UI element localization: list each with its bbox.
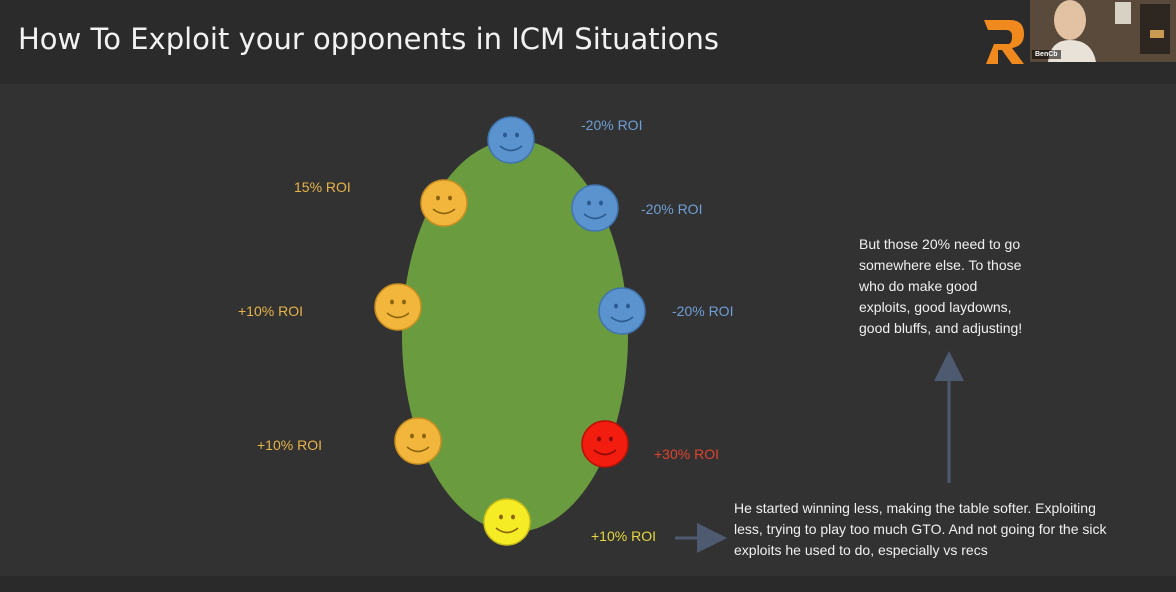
slide-header: How To Exploit your opponents in ICM Sit… (0, 0, 1176, 84)
red-smiley-face-icon (581, 420, 629, 468)
presenter-name-tag: BenCb (1032, 50, 1061, 59)
poker-table (402, 140, 628, 532)
blue-smiley-face-icon (487, 116, 535, 164)
blue-smiley-face-icon (571, 184, 619, 232)
slide-title: How To Exploit your opponents in ICM Sit… (18, 22, 719, 56)
brand-logo-icon (984, 20, 1024, 64)
top-right-note: But those 20% need to go somewhere else.… (859, 236, 1023, 336)
bottom-bar (0, 576, 1176, 592)
roi-label: -20% ROI (581, 117, 643, 133)
yellow-smiley-face-icon (483, 498, 531, 546)
roi-label: +10% ROI (591, 528, 656, 544)
roi-label: +30% ROI (654, 446, 719, 462)
presenter-video-icon (1030, 0, 1176, 62)
roi-label: +10% ROI (257, 437, 322, 453)
presenter-webcam: BenCb (1030, 0, 1176, 62)
roi-label: -20% ROI (641, 201, 703, 217)
roi-label: -20% ROI (672, 303, 734, 319)
roi-label: 15% ROI (294, 179, 351, 195)
bottom-note: He started winning less, making the tabl… (734, 500, 1107, 558)
roi-label: +10% ROI (238, 303, 303, 319)
blue-smiley-face-icon (598, 287, 646, 335)
orange-smiley-face-icon (394, 417, 442, 465)
orange-smiley-face-icon (374, 283, 422, 331)
orange-smiley-face-icon (420, 179, 468, 227)
